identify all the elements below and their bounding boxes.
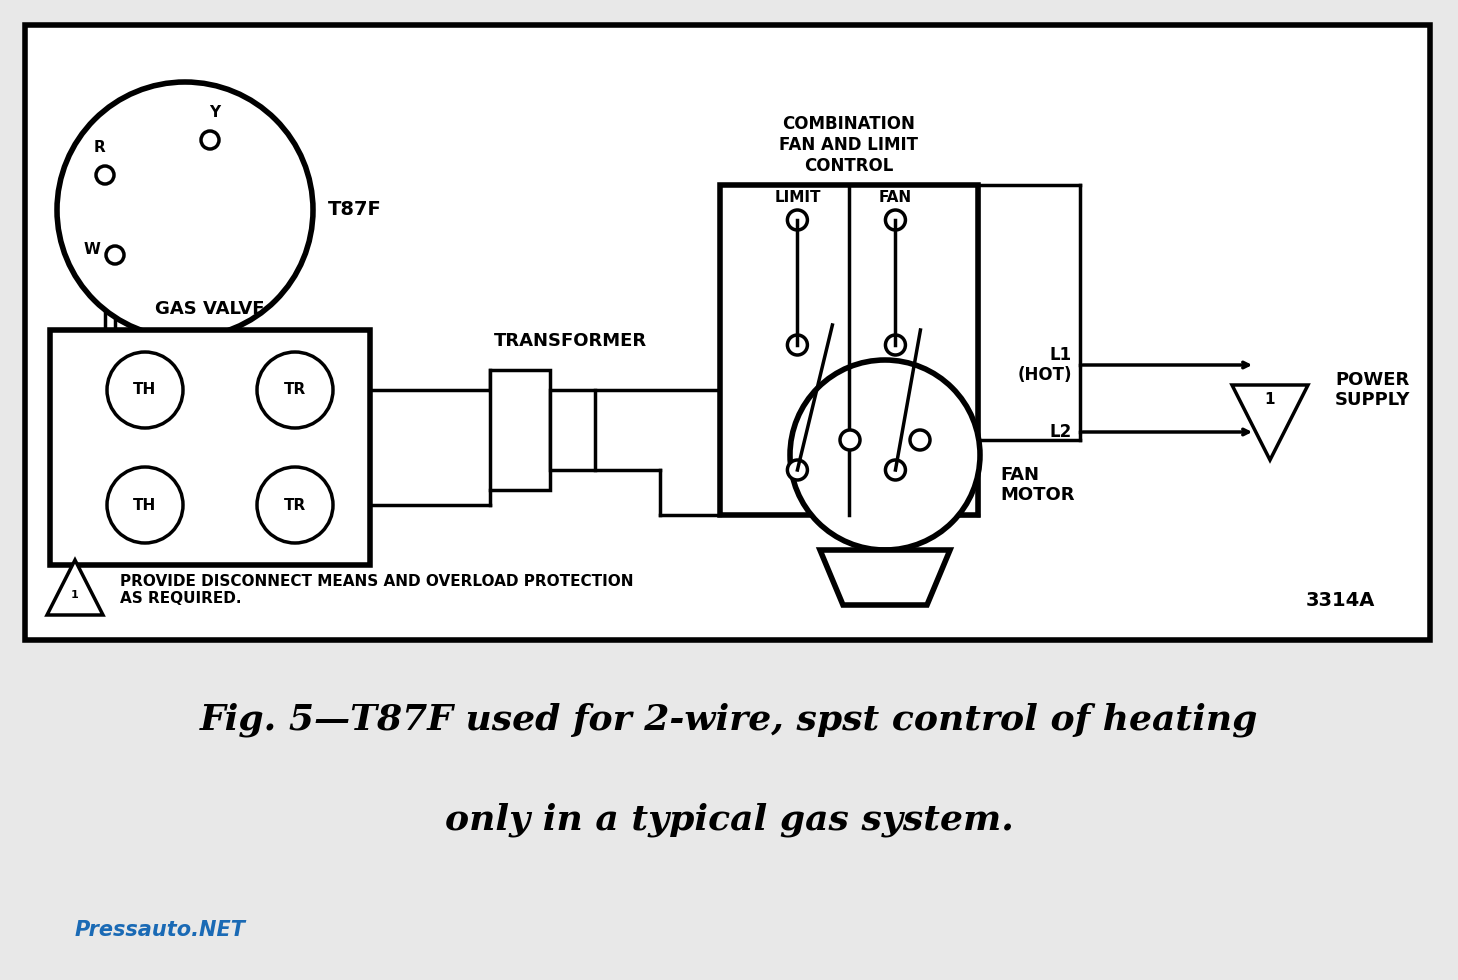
Circle shape <box>885 460 905 480</box>
Text: 3314A: 3314A <box>1305 591 1375 610</box>
Circle shape <box>840 430 860 450</box>
Text: TR: TR <box>284 382 306 398</box>
Bar <box>490 370 550 490</box>
Text: POWER
SUPPLY: POWER SUPPLY <box>1336 370 1410 410</box>
Text: T87F: T87F <box>328 201 382 220</box>
Circle shape <box>257 467 332 543</box>
Text: TH: TH <box>133 498 156 513</box>
Text: W: W <box>83 242 101 258</box>
Circle shape <box>787 210 808 230</box>
Circle shape <box>257 352 332 428</box>
Text: L1
(HOT): L1 (HOT) <box>1018 346 1072 384</box>
Text: L2: L2 <box>1050 423 1072 441</box>
Circle shape <box>885 335 905 355</box>
Bar <box>720 185 978 515</box>
Circle shape <box>106 467 184 543</box>
Circle shape <box>885 210 905 230</box>
Text: 1: 1 <box>71 590 79 600</box>
Circle shape <box>787 460 808 480</box>
Text: Pressauto.NET: Pressauto.NET <box>74 920 246 940</box>
Polygon shape <box>47 560 104 615</box>
Circle shape <box>790 360 980 550</box>
Text: FAN: FAN <box>879 190 913 205</box>
Text: TR: TR <box>284 498 306 513</box>
Text: TH: TH <box>133 382 156 398</box>
Circle shape <box>106 352 184 428</box>
Text: R: R <box>95 140 106 155</box>
Circle shape <box>787 335 808 355</box>
Polygon shape <box>819 550 951 605</box>
Text: only in a typical gas system.: only in a typical gas system. <box>445 803 1013 837</box>
Bar <box>50 330 370 565</box>
Text: 1: 1 <box>1264 393 1276 408</box>
Bar <box>25 25 1430 640</box>
Text: TRANSFORMER: TRANSFORMER <box>493 332 646 350</box>
Circle shape <box>910 430 930 450</box>
Circle shape <box>96 166 114 184</box>
Text: COMBINATION
FAN AND LIMIT
CONTROL: COMBINATION FAN AND LIMIT CONTROL <box>780 116 919 175</box>
Text: GAS VALVE: GAS VALVE <box>155 300 265 318</box>
Text: Fig. 5—T87F used for 2-wire, spst control of heating: Fig. 5—T87F used for 2-wire, spst contro… <box>200 703 1258 737</box>
Text: FAN
MOTOR: FAN MOTOR <box>1000 466 1075 505</box>
Text: LIMIT: LIMIT <box>774 190 821 205</box>
Text: Y: Y <box>210 105 220 120</box>
Circle shape <box>106 246 124 264</box>
Text: PROVIDE DISCONNECT MEANS AND OVERLOAD PROTECTION
AS REQUIRED.: PROVIDE DISCONNECT MEANS AND OVERLOAD PR… <box>120 574 633 607</box>
Circle shape <box>201 131 219 149</box>
Polygon shape <box>1232 385 1308 460</box>
Bar <box>550 390 595 470</box>
Circle shape <box>57 82 313 338</box>
